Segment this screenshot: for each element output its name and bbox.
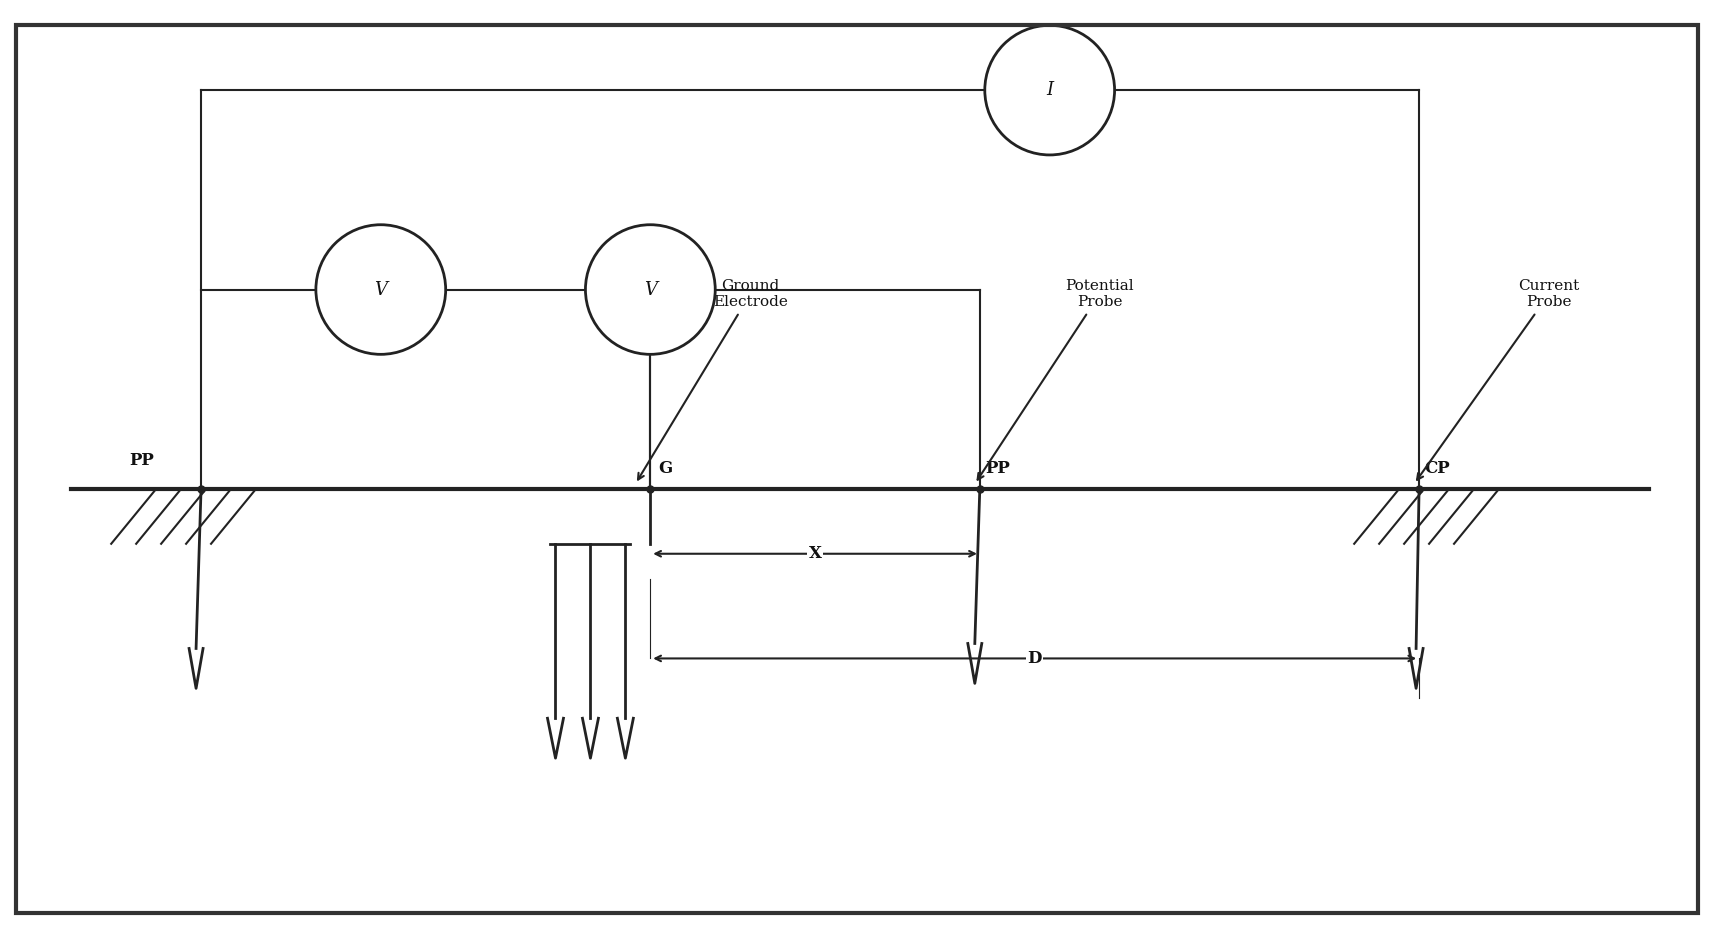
Ellipse shape [986,25,1114,155]
Text: Potential
Probe: Potential Probe [977,279,1135,480]
Ellipse shape [586,224,715,354]
Text: PP: PP [129,452,154,469]
Text: I: I [1046,81,1052,100]
Text: PP: PP [986,460,1010,477]
Text: Ground
Electrode: Ground Electrode [638,279,788,480]
Ellipse shape [315,224,446,354]
Text: X: X [809,546,821,562]
Text: G: G [658,460,672,477]
Text: Current
Probe: Current Probe [1417,279,1580,480]
Text: V: V [374,281,387,299]
Text: D: D [1027,650,1042,667]
Text: CP: CP [1424,460,1450,477]
Text: V: V [644,281,656,299]
